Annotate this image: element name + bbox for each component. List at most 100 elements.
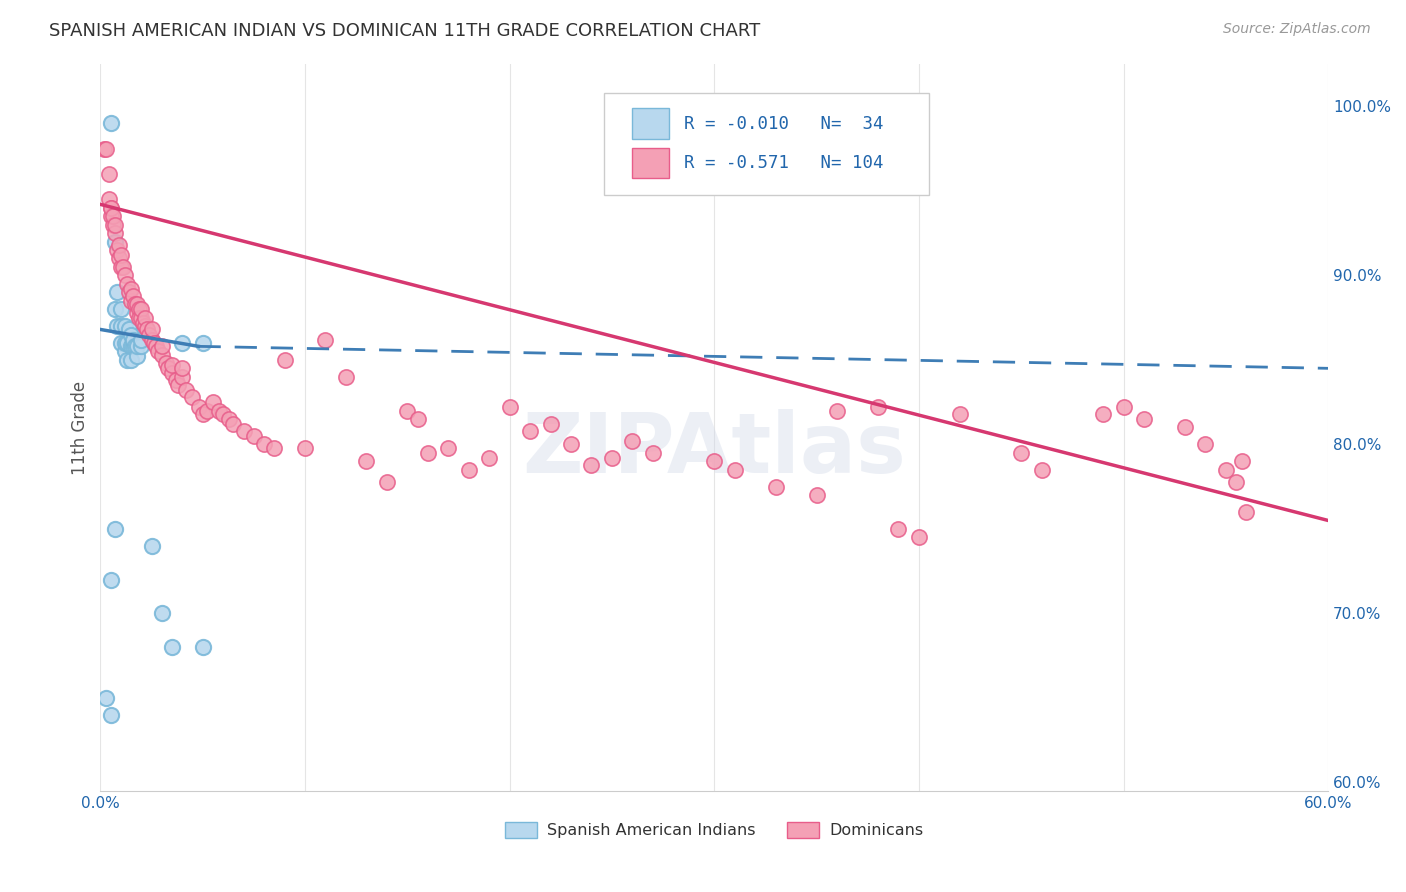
Point (294, 441, 316, 455)
Point (165, 373, 187, 387)
Point (114, 319, 136, 334)
Point (314, 333, 336, 347)
Point (181, 390, 204, 404)
Point (195, 403, 218, 417)
Point (150, 348, 173, 362)
Point (114, 344, 136, 359)
Point (122, 333, 145, 347)
Point (949, 407, 972, 421)
Point (191, 407, 214, 421)
Y-axis label: 11th Grade: 11th Grade (72, 380, 89, 475)
Point (120, 282, 142, 296)
Point (160, 367, 183, 381)
Point (519, 424, 541, 438)
FancyBboxPatch shape (631, 148, 669, 178)
Point (104, 235, 127, 249)
Point (172, 369, 194, 384)
Point (375, 475, 398, 489)
Point (124, 297, 146, 311)
Point (104, 226, 127, 240)
Point (406, 412, 429, 426)
Point (129, 339, 152, 353)
Point (100, 116, 122, 130)
Point (478, 450, 501, 465)
Point (201, 395, 224, 409)
Point (141, 333, 163, 347)
Point (825, 403, 848, 417)
Point (356, 454, 378, 468)
Point (142, 335, 165, 350)
Point (132, 316, 155, 330)
Point (1194, 437, 1216, 451)
Point (908, 530, 931, 544)
Point (128, 302, 150, 317)
Point (150, 339, 173, 353)
Point (156, 361, 179, 376)
Point (1112, 401, 1135, 415)
Point (212, 407, 235, 421)
Point (150, 607, 173, 621)
Point (127, 339, 149, 353)
Point (122, 339, 145, 353)
Point (115, 277, 138, 291)
Point (96, 690, 118, 705)
Point (191, 640, 214, 655)
Point (176, 384, 198, 398)
Text: ZIPAtlas: ZIPAtlas (522, 409, 907, 490)
Point (136, 322, 159, 336)
Point (396, 403, 419, 417)
Point (141, 322, 163, 336)
Point (101, 209, 124, 223)
Point (765, 480, 787, 494)
Point (437, 441, 460, 455)
Point (160, 640, 183, 655)
Point (498, 401, 520, 415)
Point (222, 417, 245, 431)
Point (129, 333, 152, 347)
Point (155, 356, 177, 370)
Point (100, 707, 122, 722)
Point (114, 268, 136, 283)
Text: Source: ZipAtlas.com: Source: ZipAtlas.com (1223, 22, 1371, 37)
Point (97, 167, 120, 181)
Point (191, 335, 214, 350)
Point (127, 305, 149, 319)
Point (703, 454, 725, 468)
Point (887, 522, 910, 536)
Point (145, 339, 167, 353)
Point (118, 285, 141, 300)
Point (187, 401, 209, 415)
Point (129, 302, 152, 317)
Point (1174, 420, 1197, 434)
Point (100, 201, 122, 215)
Point (1215, 463, 1237, 477)
Point (641, 446, 664, 460)
Point (581, 458, 603, 472)
Point (1092, 407, 1115, 421)
Point (128, 310, 150, 325)
Point (100, 209, 122, 223)
Point (138, 327, 160, 342)
Text: SPANISH AMERICAN INDIAN VS DOMINICAN 11TH GRADE CORRELATION CHART: SPANISH AMERICAN INDIAN VS DOMINICAN 11T… (49, 22, 761, 40)
Point (263, 441, 285, 455)
Point (253, 437, 276, 451)
Text: R = -0.571   N= 104: R = -0.571 N= 104 (683, 154, 883, 172)
Point (107, 252, 129, 266)
Point (93, 142, 115, 156)
Point (1133, 412, 1156, 426)
Point (866, 401, 889, 415)
Point (146, 344, 169, 359)
Point (141, 539, 163, 553)
Point (118, 322, 141, 336)
Point (100, 201, 122, 215)
Point (110, 248, 132, 262)
Point (416, 446, 439, 460)
Point (160, 358, 183, 372)
Point (208, 403, 231, 417)
Point (1010, 446, 1032, 460)
Point (115, 335, 138, 350)
FancyBboxPatch shape (603, 93, 929, 194)
Point (1225, 475, 1247, 489)
Point (129, 310, 152, 325)
Point (134, 310, 156, 325)
